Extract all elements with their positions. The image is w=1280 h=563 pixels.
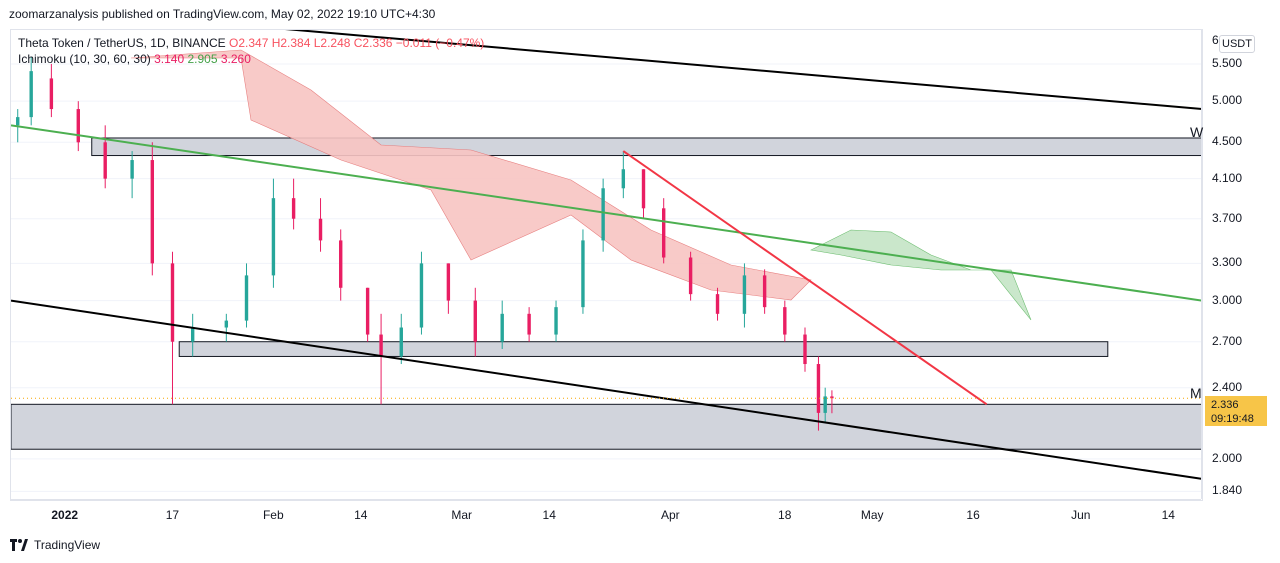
candle-body-29 <box>688 257 693 295</box>
time-axis[interactable]: 2022 17 Feb 14 Mar 14 Apr 18 May 16 Jun 14 <box>10 499 1201 526</box>
ichimoku-cloud-bullish <box>810 229 1032 321</box>
candle-body-25 <box>601 188 605 241</box>
current-price-label: 2.336 09:19:48 <box>1205 396 1267 426</box>
x-tick-label: 18 <box>778 508 792 522</box>
candle-body-6 <box>150 160 155 264</box>
y-tick-label: 2.000 <box>1212 450 1243 465</box>
candle-body-27 <box>641 169 646 209</box>
zone-0 <box>91 137 1202 157</box>
legend-ohlc: O2.347 H2.384 L2.248 C2.336 −0.011 (−0.4… <box>229 36 485 50</box>
legend-symbol-row: Theta Token / TetherUS, 1D, BINANCE O2.3… <box>18 35 484 51</box>
candle-body-21 <box>500 313 504 342</box>
candle-body-28 <box>661 208 666 258</box>
x-tick-label: 17 <box>165 508 180 522</box>
footer-brand-label: TradingView <box>34 538 101 552</box>
candle-body-18 <box>419 263 424 328</box>
trendline-0 <box>11 124 1202 302</box>
chart-pane[interactable] <box>10 29 1203 501</box>
y-tick-label: 3.000 <box>1212 292 1243 307</box>
x-tick-label: 14 <box>542 508 556 522</box>
legend-indicator-row: Ichimoku (10, 30, 60, 30) 3.140 2.905 3.… <box>18 51 484 67</box>
candle-body-15 <box>365 287 370 335</box>
candle-body-5 <box>130 160 134 179</box>
legend-indicator-value-3: 3.260 <box>220 52 251 66</box>
candle-body-24 <box>581 240 585 308</box>
candle-body-16 <box>379 334 383 357</box>
candle-body-17 <box>399 327 403 357</box>
x-tick-label: Mar <box>451 508 473 522</box>
candle-body-26 <box>621 169 626 189</box>
x-tick-label: 16 <box>966 508 980 522</box>
candle-body-33 <box>783 307 787 335</box>
y-tick-label: 1.840 <box>1212 483 1243 498</box>
candle-body-37 <box>830 396 834 399</box>
candle-body-2 <box>49 78 54 110</box>
candle-body-32 <box>762 275 767 308</box>
candle-body-31 <box>742 275 747 314</box>
candle-body-10 <box>244 275 249 321</box>
candle-body-1 <box>29 71 33 118</box>
y-tick-label: 5.500 <box>1212 55 1243 70</box>
current-price-value: 2.336 <box>1211 399 1239 411</box>
x-tick-label: Apr <box>660 508 680 522</box>
wedge-label-lower: M <box>1190 385 1202 401</box>
candle-body-3 <box>76 109 80 143</box>
trendline-1 <box>622 150 988 406</box>
x-tick-label: 2022 <box>51 508 79 522</box>
candle-body-12 <box>291 198 296 219</box>
candle-body-13 <box>318 218 323 241</box>
candle-body-9 <box>224 320 229 328</box>
y-tick-label: 3.700 <box>1212 210 1243 225</box>
y-tick-label: 4.500 <box>1212 134 1243 149</box>
zone-2 <box>11 403 1202 450</box>
zone-1 <box>178 341 1109 357</box>
chart-legend: Theta Token / TetherUS, 1D, BINANCE O2.3… <box>18 35 484 67</box>
legend-indicator-value-2: 2.905 <box>187 52 218 66</box>
y-tick-label: 4.100 <box>1212 170 1243 185</box>
footer-brand[interactable]: TradingView <box>10 538 100 552</box>
x-tick-label: 14 <box>354 508 368 522</box>
published-line: zoomarzanalysis published on TradingView… <box>9 7 436 21</box>
legend-indicator-name[interactable]: Ichimoku (10, 30, 60, 30) <box>18 52 151 66</box>
candle-body-20 <box>473 300 477 342</box>
tradingview-logo-icon <box>10 539 28 551</box>
candle-body-19 <box>446 263 451 301</box>
trendline-3 <box>11 299 1202 480</box>
trendline-2 <box>284 30 1202 111</box>
ichimoku-cloud-bearish <box>130 49 812 301</box>
candle-body-34 <box>803 334 807 365</box>
legend-indicator-value-1: 3.140 <box>154 52 185 66</box>
x-tick-label: Jun <box>1071 508 1091 522</box>
price-chart[interactable] <box>11 30 1202 500</box>
candle-body-11 <box>271 198 276 276</box>
candle-body-7 <box>170 263 175 342</box>
candle-body-4 <box>103 142 107 179</box>
candle-body-35 <box>816 364 821 413</box>
y-tick-label: 3.300 <box>1212 255 1243 270</box>
wedge-label-upper: W <box>1190 124 1204 140</box>
x-tick-label: Feb <box>262 508 284 522</box>
candle-body-36 <box>823 396 827 413</box>
candle-body-0 <box>16 117 20 126</box>
currency-button[interactable]: USDT <box>1219 35 1255 53</box>
bar-countdown: 09:19:48 <box>1211 413 1254 425</box>
candle-body-30 <box>715 294 720 314</box>
y-tick-label: 2.700 <box>1212 333 1243 348</box>
candle-body-8 <box>190 327 195 342</box>
y-tick-top-cut: 6 <box>1212 33 1219 47</box>
x-tick-label: 14 <box>1161 508 1175 522</box>
y-tick-label: 5.000 <box>1212 93 1243 108</box>
x-tick-label: May <box>860 508 884 522</box>
candle-body-23 <box>554 307 558 335</box>
candle-body-22 <box>527 313 531 335</box>
y-tick-label: 2.400 <box>1212 379 1243 394</box>
candle-body-14 <box>339 240 343 288</box>
legend-symbol[interactable]: Theta Token / TetherUS, 1D, BINANCE <box>18 36 226 50</box>
price-axis[interactable]: 6 5.500 5.000 4.500 4.100 3.700 3.300 3.000 2.7… <box>1201 29 1272 499</box>
